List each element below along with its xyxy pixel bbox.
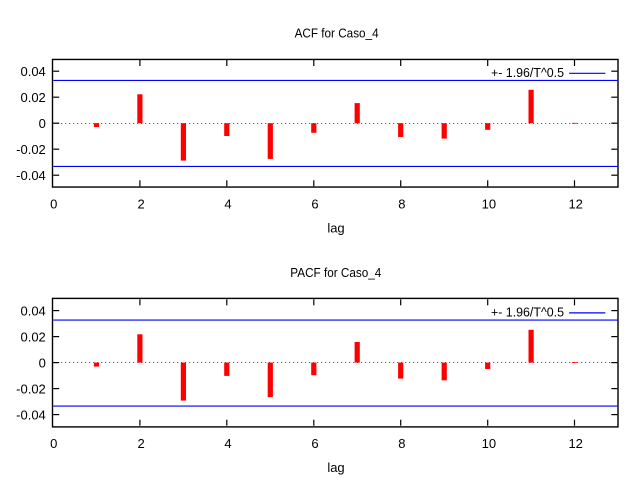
svg-text:+- 1.96/T^0.5: +- 1.96/T^0.5	[491, 65, 564, 80]
svg-text:0.02: 0.02	[20, 329, 45, 344]
svg-text:0: 0	[39, 355, 46, 370]
svg-text:+- 1.96/T^0.5: +- 1.96/T^0.5	[491, 305, 564, 320]
svg-text:0.02: 0.02	[20, 90, 45, 105]
svg-text:2: 2	[137, 197, 144, 212]
svg-text:lag: lag	[327, 220, 344, 235]
svg-text:8: 8	[398, 197, 405, 212]
svg-text:6: 6	[311, 436, 318, 451]
svg-text:-0.04: -0.04	[16, 407, 46, 422]
svg-text:12: 12	[568, 197, 582, 212]
svg-text:6: 6	[311, 197, 318, 212]
svg-text:0: 0	[50, 436, 57, 451]
svg-text:0: 0	[50, 197, 57, 212]
svg-text:ACF for Caso_4: ACF for Caso_4	[295, 25, 379, 40]
svg-text:-0.04: -0.04	[16, 168, 46, 183]
svg-text:10: 10	[482, 197, 496, 212]
svg-text:PACF for Caso_4: PACF for Caso_4	[290, 265, 381, 280]
svg-text:4: 4	[224, 436, 231, 451]
svg-text:-0.02: -0.02	[16, 381, 46, 396]
svg-text:2: 2	[137, 436, 144, 451]
svg-text:-0.02: -0.02	[16, 142, 46, 157]
svg-text:12: 12	[568, 436, 582, 451]
svg-text:0.04: 0.04	[20, 303, 45, 318]
svg-text:0: 0	[39, 116, 46, 131]
svg-text:0.04: 0.04	[20, 64, 45, 79]
svg-text:4: 4	[224, 197, 231, 212]
svg-text:8: 8	[398, 436, 405, 451]
svg-text:10: 10	[482, 436, 496, 451]
svg-text:lag: lag	[327, 460, 344, 475]
